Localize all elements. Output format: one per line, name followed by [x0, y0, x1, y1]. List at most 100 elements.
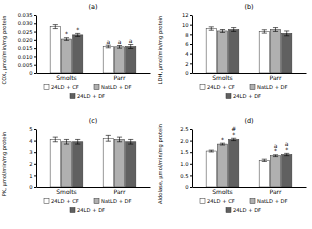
y-tick-label: 0.015 — [18, 45, 33, 51]
error-bar — [284, 153, 289, 155]
y-axis-line — [36, 16, 37, 74]
panel: (a)COX, μmol/min/mg protein00.0050.0100.… — [1, 3, 151, 99]
x-tick: Smolts — [212, 73, 232, 81]
y-tick-mark — [34, 48, 36, 49]
legend-label: 24LD + DF — [233, 207, 261, 213]
y-tick-label: 0.5 — [180, 173, 188, 179]
y-tick-mark — [34, 175, 36, 176]
annotation: * — [285, 146, 288, 153]
x-axis: SmoltsParr — [37, 73, 151, 81]
legend-label: 24LD + CF — [207, 84, 235, 90]
y-tick: 2.5 — [180, 126, 192, 132]
bar — [73, 35, 83, 73]
y-tick-label: 4 — [29, 138, 33, 144]
y-tick: 0.030 — [18, 20, 36, 26]
legend-label: NatLD + DF — [257, 84, 288, 90]
y-tick-label: 0 — [185, 184, 188, 190]
y-tick-label: 3 — [29, 149, 32, 155]
error-bar — [53, 25, 58, 29]
y-tick: 1 — [29, 173, 36, 179]
y-tick-label: 0 — [29, 70, 32, 76]
y-axis-line — [192, 16, 193, 74]
panel: (b)LDH, μmol/min/mg protein024681012Smol… — [157, 3, 307, 99]
x-tick-label: Smolts — [212, 74, 232, 81]
error-bar — [75, 139, 80, 144]
legend-item: NatLD + DF — [94, 198, 132, 204]
error-bar — [128, 44, 133, 48]
plot-area — [206, 138, 292, 187]
y-tick-label: 6 — [185, 41, 188, 47]
x-axis-line — [193, 73, 307, 74]
legend-label: 24LD + CF — [51, 198, 79, 204]
legend-item: 24LD + DF — [226, 207, 261, 213]
x-tick-label: Parr — [270, 74, 282, 81]
y-axis-title: Aldolase, μmol/min/mg protein — [157, 124, 164, 204]
legend-item: 24LD + CF — [200, 198, 235, 204]
panel-title: (d) — [244, 117, 253, 125]
legend-swatch — [250, 85, 255, 90]
error-bar — [262, 30, 267, 33]
error-bar — [220, 143, 225, 145]
y-tick-label: 0.035 — [18, 12, 33, 18]
legend-swatch — [44, 85, 49, 90]
x-tick: Smolts — [212, 187, 232, 195]
y-tick: 4 — [29, 138, 36, 144]
y-axis: 012345 — [29, 126, 36, 190]
error-bar — [231, 138, 236, 140]
error-bar — [231, 28, 236, 32]
legend-item: NatLD + DF — [94, 84, 132, 90]
x-tick-label: Smolts — [56, 188, 76, 195]
y-axis-line — [192, 130, 193, 188]
y-tick: 0.010 — [18, 54, 36, 60]
error-bar — [106, 135, 111, 141]
y-tick: 3 — [29, 149, 36, 155]
y-tick-mark — [190, 164, 192, 165]
panel-title: (a) — [88, 3, 97, 11]
legend-label: NatLD + DF — [257, 198, 288, 204]
bar — [229, 139, 239, 187]
y-tick-mark — [190, 63, 192, 64]
annotations: *a*#*a* — [221, 125, 289, 154]
legend-swatch — [70, 94, 75, 99]
legend-swatch — [44, 199, 49, 204]
y-axis: 00.0050.0100.0150.0200.0250.0300.035 — [18, 12, 37, 76]
y-tick: 2.0 — [180, 138, 192, 144]
legend-swatch — [70, 208, 75, 213]
panel-title: (b) — [244, 3, 253, 11]
bar — [126, 142, 136, 187]
x-axis: Smolts Parr — [37, 187, 151, 195]
y-tick-label: 8 — [185, 31, 188, 37]
plot-area — [206, 27, 292, 73]
bar — [126, 46, 136, 73]
panel: (d)Aldolase, μmol/min/mg protein00.51.01… — [157, 117, 307, 213]
legend-swatch — [94, 199, 99, 204]
bar — [50, 139, 60, 187]
y-tick: 0 — [29, 70, 36, 76]
y-tick: 0.5 — [180, 173, 192, 179]
x-tick-label: Smolts — [56, 74, 76, 81]
y-tick-mark — [34, 23, 36, 24]
legend-swatch — [94, 85, 99, 90]
error-bar — [284, 31, 289, 36]
y-tick: 8 — [185, 31, 192, 37]
bar — [217, 31, 227, 73]
bar — [114, 139, 124, 187]
y-tick-mark — [190, 25, 192, 26]
y-tick-label: 2 — [29, 161, 32, 167]
error-bar — [220, 30, 225, 33]
legend-item: NatLD + DF — [250, 198, 288, 204]
y-tick-mark — [34, 65, 36, 66]
y-tick: 0.015 — [18, 45, 36, 51]
y-tick-mark — [190, 141, 192, 142]
y-tick: 2 — [29, 161, 36, 167]
y-axis: 00.51.01.52.02.5 — [180, 126, 192, 190]
legend-item: NatLD + DF — [250, 84, 288, 90]
x-axis: Smolts Parr — [193, 73, 307, 81]
y-tick-mark — [34, 32, 36, 33]
y-axis-title: COX, μmol/min/mg protein — [1, 16, 8, 85]
y-tick-label: 1.5 — [180, 149, 188, 155]
plot-area — [50, 25, 136, 73]
annotation: * — [76, 26, 79, 33]
x-tick-label: Parr — [114, 188, 126, 195]
legend-item: 24LD + CF — [200, 84, 235, 90]
